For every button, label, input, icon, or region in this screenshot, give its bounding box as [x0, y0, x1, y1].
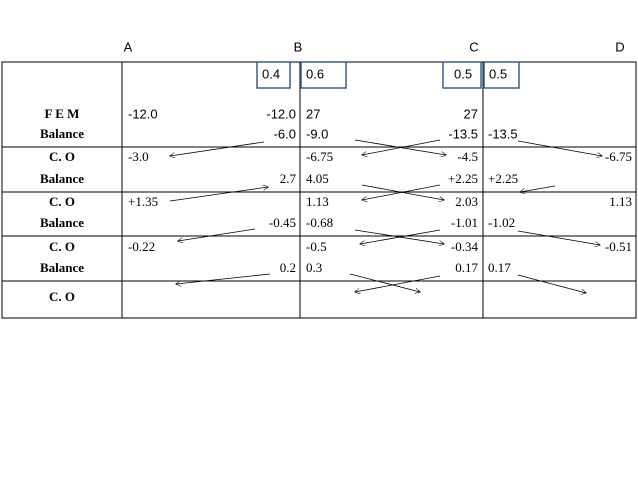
- df-boxes: [256, 61, 520, 89]
- joint-label: B: [294, 39, 303, 54]
- carry-over-arrows: [170, 139, 602, 293]
- distribution-factor: 0.5: [454, 66, 472, 81]
- moment-value: 2.03: [455, 194, 478, 209]
- moment-value: -1.01: [451, 215, 478, 230]
- row-label: Balance: [40, 171, 84, 186]
- moment-value: -0.34: [451, 239, 479, 254]
- row-label: Balance: [40, 126, 84, 141]
- row-label: Balance: [40, 260, 84, 275]
- moment-value: 27: [306, 106, 320, 121]
- moment-value: -6.75: [605, 149, 632, 164]
- moment-value: 1.13: [609, 194, 632, 209]
- distribution-factor: 0.6: [306, 66, 324, 81]
- moment-value: -0.68: [306, 215, 333, 230]
- moment-value: -12.0: [128, 106, 158, 121]
- joint-label: A: [124, 39, 133, 54]
- moment-value: -3.0: [128, 149, 149, 164]
- distribution-factor: 0.5: [489, 66, 507, 81]
- row-label: C. O: [49, 289, 75, 304]
- row-label: Balance: [40, 215, 84, 230]
- moment-value: -0.45: [269, 215, 296, 230]
- moment-value: 0.3: [306, 260, 322, 275]
- joint-label: C: [469, 39, 478, 54]
- moment-value: 0.2: [280, 260, 296, 275]
- moment-value: -13.5: [488, 126, 518, 141]
- moment-value: +2.25: [488, 171, 518, 186]
- moment-value: -0.5: [306, 239, 327, 254]
- moment-value: 2.7: [280, 171, 297, 186]
- moment-value: -1.02: [488, 215, 515, 230]
- moment-value: -6.75: [306, 149, 333, 164]
- moment-value: +1.35: [128, 194, 158, 209]
- moment-value: +2.25: [448, 171, 478, 186]
- moment-value: 4.05: [306, 171, 329, 186]
- moment-value: -9.0: [306, 126, 328, 141]
- row-label: C. O: [49, 194, 75, 209]
- moment-value: -0.22: [128, 239, 155, 254]
- table-grid: [1, 61, 637, 319]
- moment-value: 1.13: [306, 194, 329, 209]
- moment-value: -0.51: [605, 239, 632, 254]
- row-label: C. O: [49, 239, 75, 254]
- moment-value: -6.0: [274, 126, 296, 141]
- row-label: C. O: [49, 149, 75, 164]
- moment-value: -12.0: [266, 106, 296, 121]
- moment-value: 27: [464, 106, 478, 121]
- distribution-factor: 0.4: [262, 66, 280, 81]
- moment-value: 0.17: [488, 260, 511, 275]
- joint-label: D: [615, 39, 624, 54]
- moment-value: 0.17: [455, 260, 478, 275]
- moment-value: -13.5: [448, 126, 478, 141]
- row-label: F E M: [45, 106, 80, 121]
- moment-value: -4.5: [457, 149, 478, 164]
